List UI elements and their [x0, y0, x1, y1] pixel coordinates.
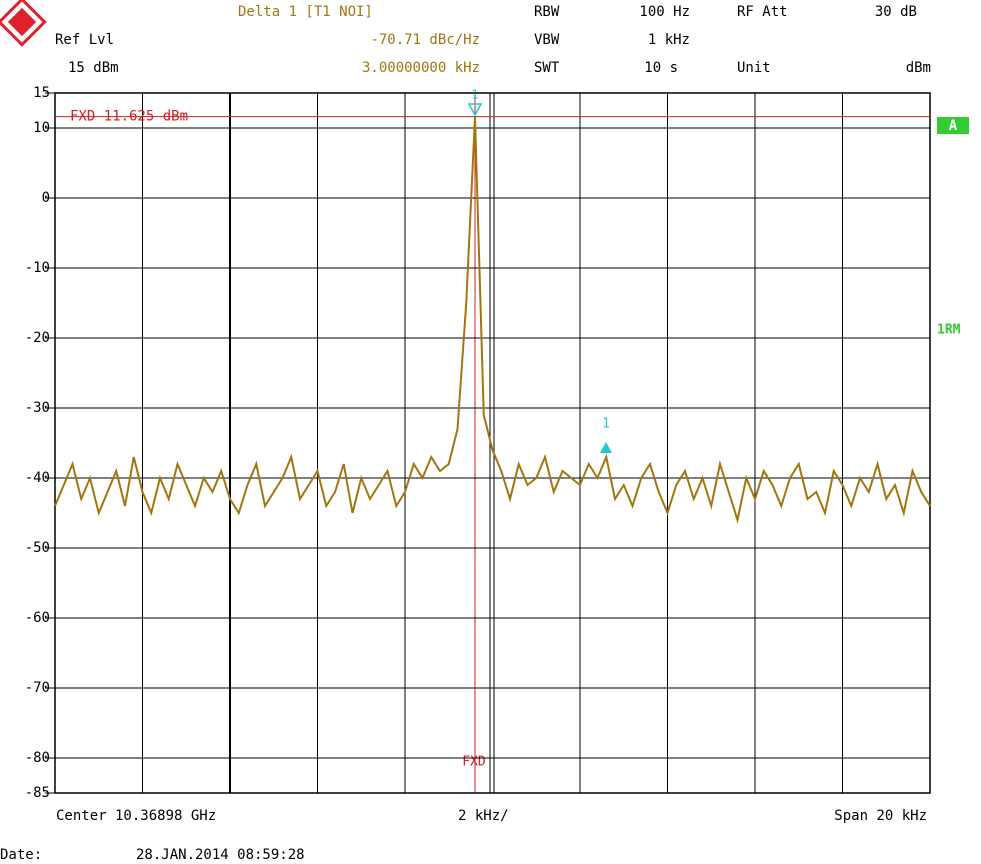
y-tick-label: -50 — [25, 540, 50, 556]
y-tick-label: -60 — [25, 610, 50, 626]
marker-freq: 3.00000000 kHz — [362, 60, 480, 76]
unit-value: dBm — [906, 60, 931, 76]
marker-title: Delta 1 [T1 NOI] — [238, 4, 373, 20]
y-tick-label: -10 — [25, 260, 50, 276]
ref-lvl-value: 15 dBm — [68, 60, 119, 76]
y-tick-label: 15 — [33, 85, 50, 101]
y-tick-label: -20 — [25, 330, 50, 346]
vbw-value: 1 kHz — [648, 32, 690, 48]
logo — [0, 0, 47, 47]
swt-label: SWT — [534, 60, 560, 76]
y-tick-label: -80 — [25, 750, 50, 766]
swt-value: 10 s — [644, 60, 678, 76]
date-label: Date: — [0, 847, 42, 863]
y-tick-label: 10 — [33, 120, 50, 136]
rfatt-label: RF Att — [737, 4, 788, 20]
span: Span 20 kHz — [834, 808, 927, 824]
fxd-label: FXD 11.625 dBm — [70, 109, 188, 125]
marker-level: -70.71 dBc/Hz — [370, 32, 480, 48]
center-freq: Center 10.36898 GHz — [56, 808, 216, 824]
detector-tag: 1RM — [937, 323, 961, 338]
y-tick-label: -40 — [25, 470, 50, 486]
fxd-bottom-label: FXD — [462, 755, 486, 770]
y-tick-label: -85 — [25, 785, 50, 801]
delta-marker-label: 1 — [602, 417, 610, 432]
trace-tag: A — [949, 118, 958, 134]
y-tick-label: -30 — [25, 400, 50, 416]
peak-marker — [467, 103, 483, 117]
vbw-label: VBW — [534, 32, 560, 48]
vertical-grid — [142, 93, 843, 793]
trace — [54, 116, 931, 524]
ref-lvl-label: Ref Lvl — [55, 32, 114, 48]
y-tick-label: -70 — [25, 680, 50, 696]
delta-marker — [600, 442, 612, 453]
plot-area — [54, 92, 931, 794]
rbw-label: RBW — [534, 4, 560, 20]
date-value: 28.JAN.2014 08:59:28 — [136, 847, 305, 863]
rfatt-value: 30 dB — [875, 4, 917, 20]
unit-label: Unit — [737, 60, 771, 76]
trace-tag-box — [937, 117, 969, 134]
rbw-value: 100 Hz — [639, 4, 690, 20]
peak-marker-label: 1 — [471, 88, 478, 102]
per-div: 2 kHz/ — [458, 808, 509, 824]
